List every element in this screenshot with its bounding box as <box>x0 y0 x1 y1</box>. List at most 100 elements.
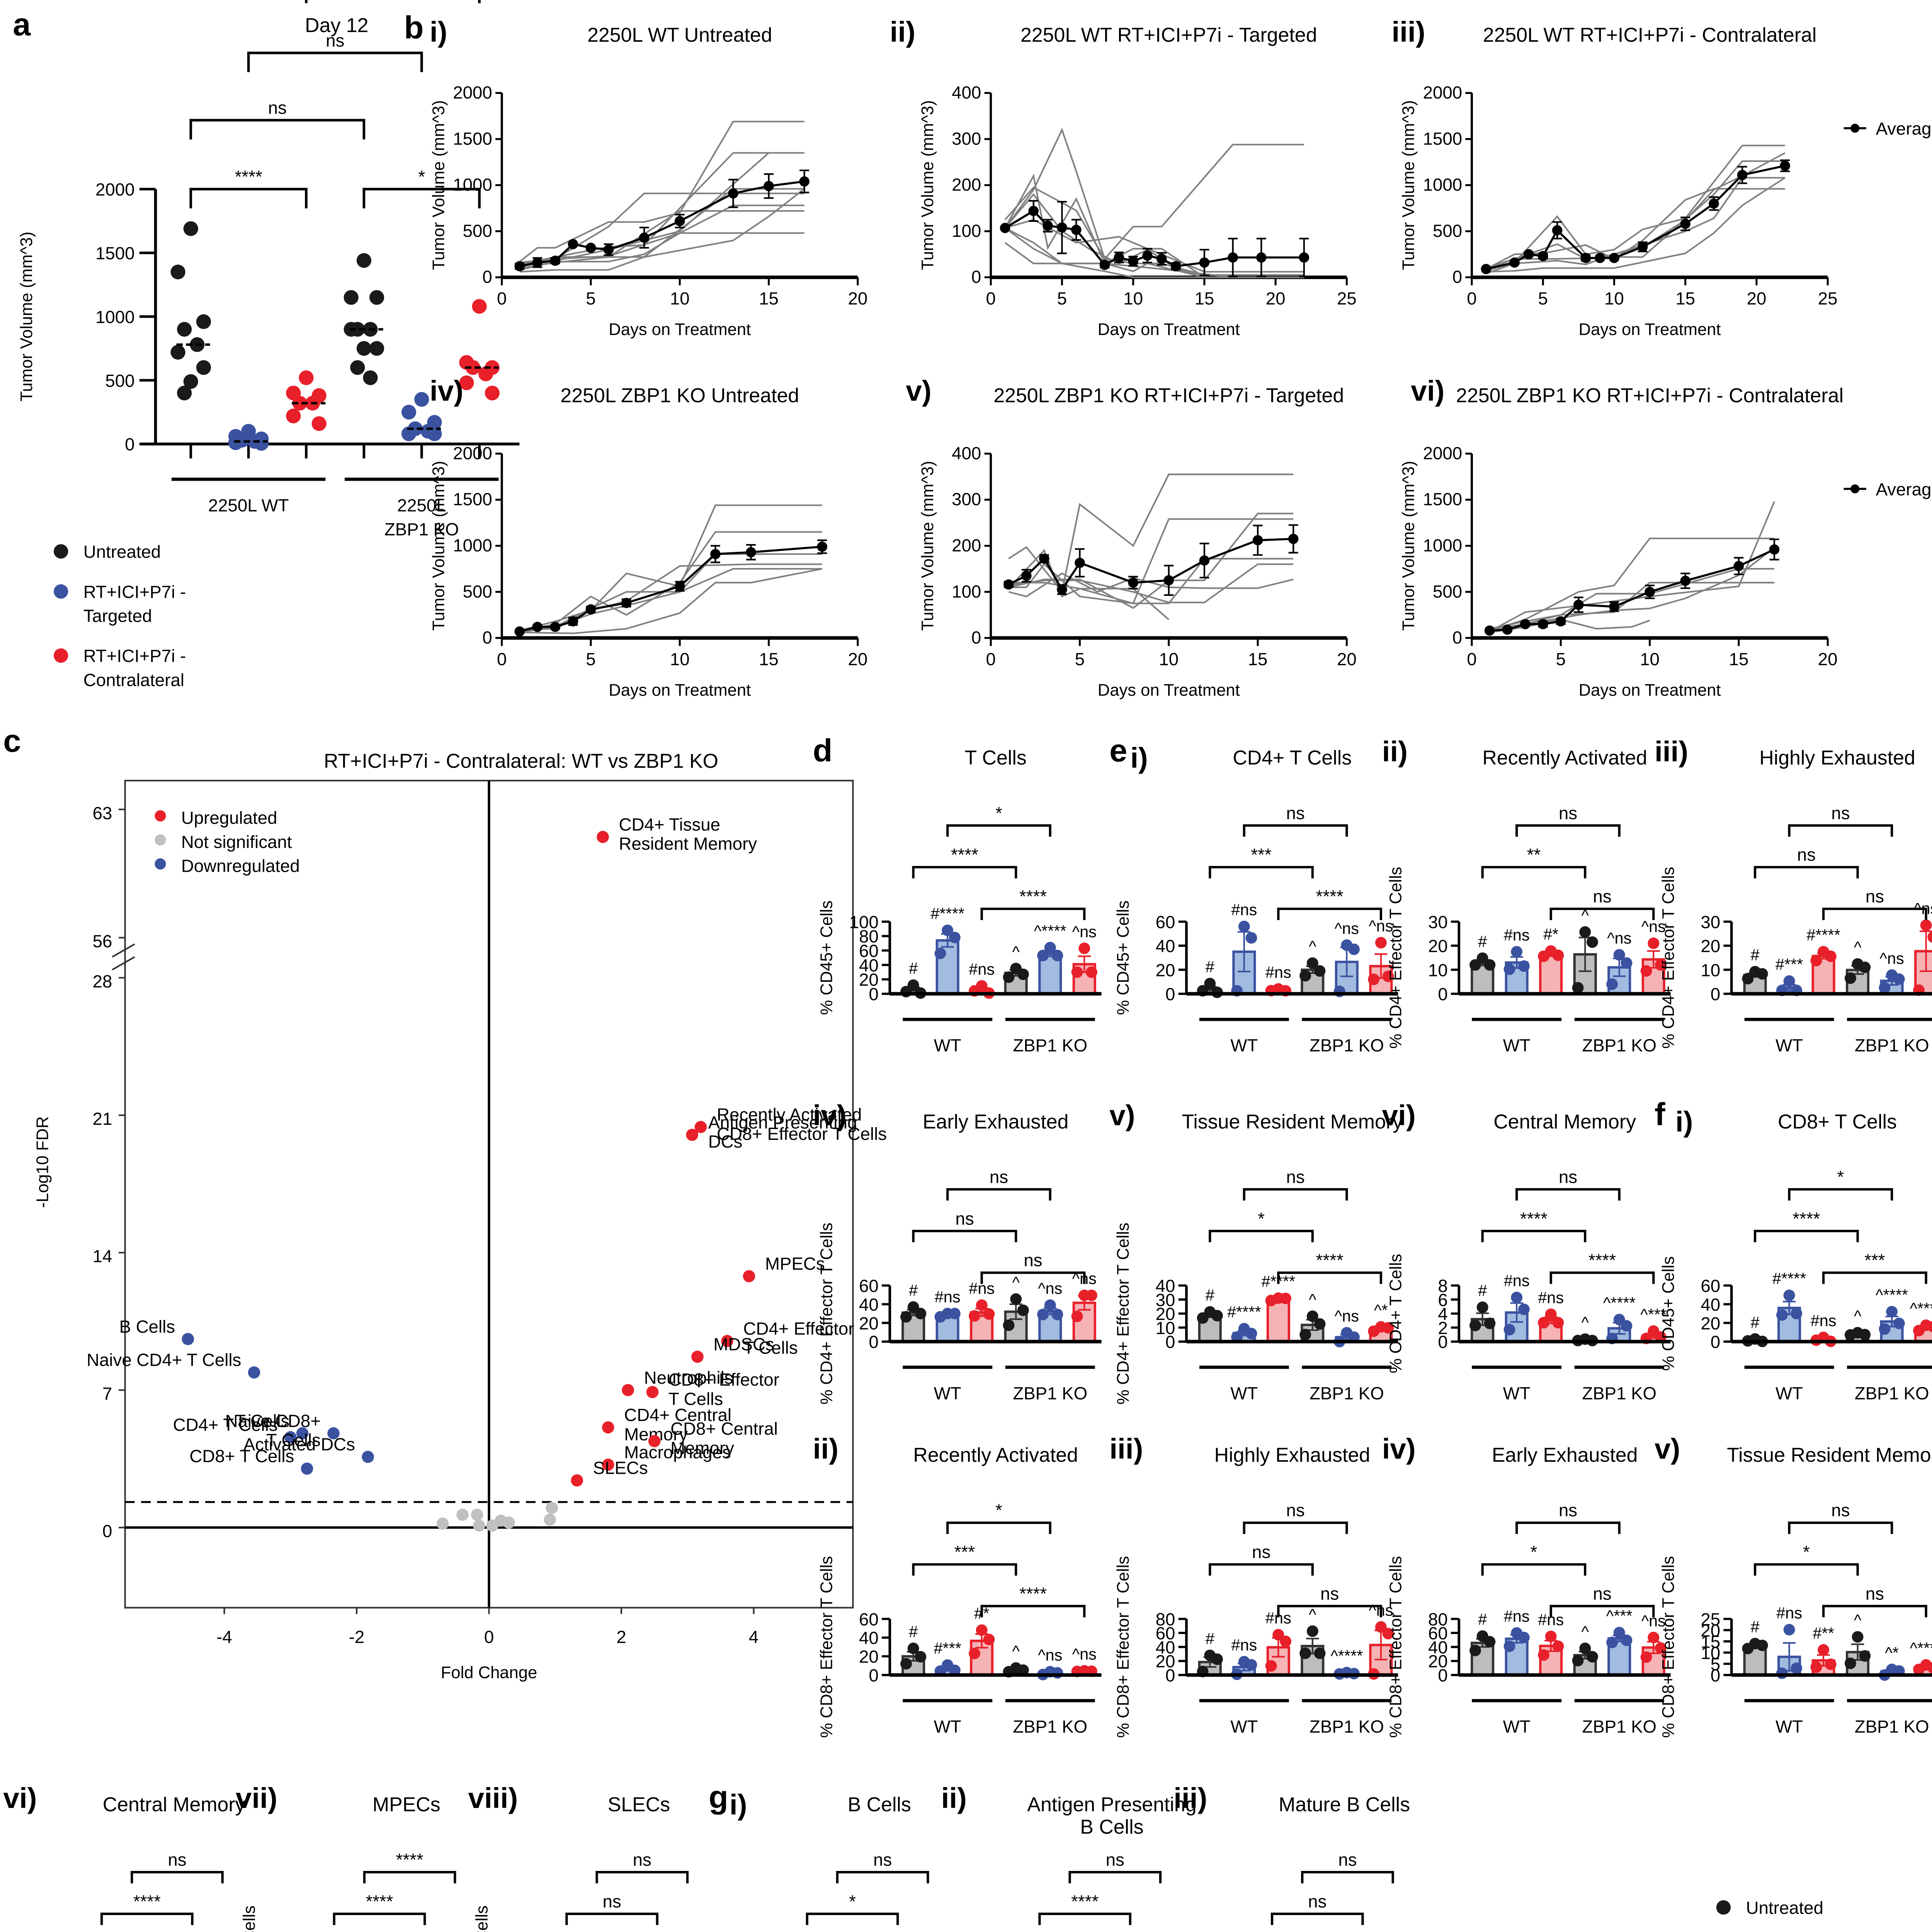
significance-annotation: ^ns <box>1038 1646 1062 1664</box>
data-point <box>983 1634 995 1645</box>
legend-swatch <box>155 810 166 821</box>
y-tick-label: 4 <box>1438 1304 1447 1324</box>
individual-tumor-line <box>1489 537 1774 631</box>
group-label: WT <box>1503 1717 1531 1736</box>
individual-tumor-line <box>1489 501 1775 633</box>
significance-annotation: # <box>1206 957 1214 976</box>
y-axis-label: % CD45+ Cells <box>1114 900 1133 1015</box>
data-point <box>900 1311 912 1323</box>
legend-swatch-contralateral <box>53 648 68 663</box>
bracket-line <box>1753 1230 1859 1242</box>
average-point <box>1595 253 1605 263</box>
x-tick-label: 5 <box>586 650 595 669</box>
significance-annotation: ^ns <box>1641 917 1666 935</box>
data-point <box>401 405 417 420</box>
y-tick-label: 500 <box>1433 582 1462 601</box>
x-tick-label: 5 <box>1538 289 1548 308</box>
significance-annotation: ^ <box>1309 1605 1316 1623</box>
data-point <box>350 360 365 375</box>
significance-annotation: ^* <box>1885 1643 1899 1662</box>
y-tick-label: 0 <box>1165 985 1175 1004</box>
chart-title: Tissue Resident Memory <box>1727 1444 1932 1466</box>
average-point <box>1057 222 1067 233</box>
bracket-label: **** <box>1520 1209 1548 1228</box>
volcano-point <box>646 1386 659 1398</box>
chart-title: SLECs <box>608 1793 670 1816</box>
y-tick-label: 0 <box>1452 628 1462 648</box>
significance-annotation: #ns <box>1811 1311 1837 1330</box>
data-point <box>1314 965 1326 977</box>
bar-chart-f-vii: MPECs051015% CD8+ Effector T Cells##ns#*… <box>240 1793 456 1932</box>
x-tick-label: 10 <box>670 289 690 308</box>
significance-annotation: #ns <box>1231 1636 1257 1654</box>
y-tick-label: 0 <box>482 628 492 648</box>
bar-group: # <box>1742 1618 1768 1677</box>
y-tick-label: 0 <box>125 435 134 454</box>
panel-sublabel: iii) <box>1392 15 1425 48</box>
data-point <box>1071 966 1083 978</box>
data-point <box>1051 950 1063 961</box>
bar-group: #ns <box>1503 1607 1530 1677</box>
data-point <box>1640 965 1652 977</box>
y-tick-label: 20 <box>1701 1621 1720 1640</box>
data-point <box>1927 1321 1932 1332</box>
data-point <box>1552 949 1564 961</box>
group-label: ZBP1 KO <box>1310 1036 1384 1055</box>
data-point <box>1375 937 1387 949</box>
average-point <box>1609 601 1619 612</box>
y-tick-label: 60 <box>1428 1624 1448 1643</box>
x-axis-label: Days on Treatment <box>1098 681 1240 699</box>
data-point <box>1586 936 1598 948</box>
data-point <box>1503 963 1515 975</box>
data-point <box>1776 1667 1788 1679</box>
volcano-point-group: SLECs <box>571 1458 648 1487</box>
average-point <box>1057 584 1067 595</box>
comparison-bracket: ns <box>1270 1891 1364 1925</box>
average-point <box>1252 535 1263 546</box>
volcano-point-group: MPECs <box>743 1254 825 1282</box>
y-tick-label: 2000 <box>453 83 492 102</box>
data-point <box>1606 978 1618 990</box>
data-point <box>1348 943 1360 955</box>
y-tick-label: 0 <box>1165 1666 1175 1685</box>
panel-sublabel: v) <box>1655 1432 1680 1465</box>
significance-annotation: # <box>1206 1286 1214 1304</box>
average-point <box>514 261 525 272</box>
average-point <box>1520 619 1531 629</box>
panel-sublabel: ii) <box>813 1432 838 1465</box>
chart-title: 2250L WT RT+ICI+P7i - Targeted <box>1020 24 1317 46</box>
comparison-bracket: ns <box>1822 1584 1927 1617</box>
data-point <box>1648 937 1660 949</box>
y-tick-label: 0 <box>971 267 981 287</box>
volcano-point-label: CD8+ Central <box>670 1419 778 1439</box>
data-point <box>1010 1293 1022 1305</box>
average-point <box>1709 198 1719 209</box>
data-point <box>1545 1308 1557 1320</box>
y-axis-label: % CD8+ Effector T Cells <box>817 1556 836 1738</box>
bracket-line <box>189 119 366 139</box>
x-axis-label: Days on Treatment <box>1098 320 1240 339</box>
data-point <box>363 370 378 385</box>
legend-swatch <box>155 834 166 846</box>
y-tick-label: 7 <box>102 1384 112 1403</box>
bracket-label: ns <box>1831 803 1850 823</box>
bracket-line <box>333 1912 426 1925</box>
volcano-point <box>296 1427 309 1440</box>
volcano-point-label: T Cells <box>668 1389 723 1409</box>
y-tick-label: 0 <box>1438 1332 1447 1352</box>
data-point <box>969 1648 980 1660</box>
volcano-point-label: CD4+ Effector <box>743 1319 854 1338</box>
y-tick-label: 100 <box>952 221 981 241</box>
bar-group: ^ <box>1844 1611 1871 1677</box>
y-tick-label: 28 <box>93 971 112 991</box>
bracket-line <box>1481 1230 1587 1242</box>
chart-title: 2250L ZBP1 KO RT+ICI+P7i - Targeted <box>993 384 1344 406</box>
significance-annotation: #ns <box>1265 963 1291 981</box>
bracket-line <box>946 824 1051 837</box>
panel-letter: b <box>404 10 424 46</box>
bracket-line <box>362 188 481 209</box>
significance-annotation: ^ <box>1854 1307 1862 1325</box>
group-label: WT <box>1503 1383 1531 1403</box>
individual-tumor-line <box>519 121 804 262</box>
group-label: 2250L WT <box>208 495 289 515</box>
